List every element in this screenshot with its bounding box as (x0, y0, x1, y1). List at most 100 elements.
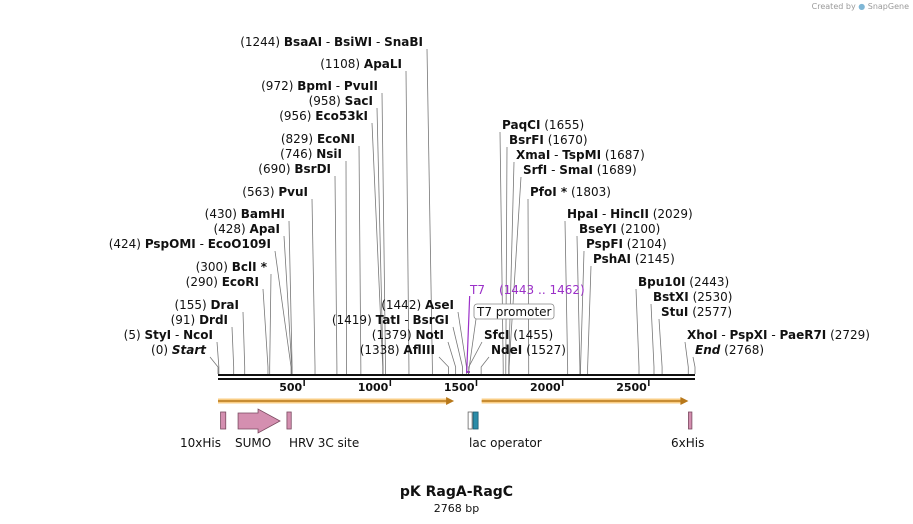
ruler-tick-label: 1500 (444, 381, 475, 394)
site-label-eco53ki[interactable]: (956) Eco53kI (279, 109, 368, 123)
site-label-paqci[interactable]: PaqCI (1655) (502, 118, 584, 132)
site-label-hpai[interactable]: HpaI - HincII (2029) (567, 207, 693, 221)
site-label-noti[interactable]: (1379) NotI (372, 328, 444, 342)
site-label-pfoi[interactable]: PfoI * (1803) (530, 185, 611, 199)
enzyme-name: End (695, 343, 721, 357)
site-label-bsrdi[interactable]: (690) BsrDI (258, 162, 331, 176)
enzyme-name: HpaI (567, 207, 598, 221)
site-coordinate: (2029) (649, 207, 693, 221)
enzyme-name: AseI (425, 298, 454, 312)
site-coordinate: (1689) (593, 163, 637, 177)
site-label-start[interactable]: (0) Start (151, 343, 207, 357)
site-label-bamhi[interactable]: (430) BamHI (205, 207, 285, 221)
t7-promoter-box[interactable] (473, 303, 555, 320)
credit-text: Created by (811, 2, 856, 11)
site-coordinate: (1687) (601, 148, 645, 162)
site-label-ecori[interactable]: (290) EcoRI (186, 275, 259, 289)
enzyme-name: EcoNI (317, 132, 355, 146)
site-connector (508, 176, 522, 374)
site-connector (480, 356, 490, 374)
site-connector (381, 92, 386, 374)
site-label-bcli[interactable]: (300) BclI * (196, 260, 268, 274)
6xhis-feature[interactable] (688, 411, 693, 430)
ruler-tick-label: 500 (279, 381, 302, 394)
enzyme-name: NcoI (183, 328, 213, 342)
site-connector (447, 341, 457, 374)
site-label-bseyi[interactable]: BseYI (2100) (579, 222, 660, 236)
site-coordinate: (0) (151, 343, 172, 357)
lac-operator-feature[interactable] (472, 411, 479, 430)
enzyme-name: NdeI (491, 343, 522, 357)
site-coordinate: (1670) (544, 133, 588, 147)
site-coordinate: (958) (309, 94, 345, 108)
site-label-bstxi[interactable]: BstXI (2530) (653, 290, 732, 304)
site-label-nsii[interactable]: (746) NsiI (280, 147, 342, 161)
site-label-pvui[interactable]: (563) PvuI (242, 185, 308, 199)
name-separator: - (550, 148, 562, 162)
site-coordinate: (690) (258, 162, 294, 176)
site-label-pshai[interactable]: PshAI (2145) (593, 252, 675, 266)
site-coordinate: (91) (171, 313, 199, 327)
site-coordinate: (290) (186, 275, 222, 289)
name-separator: - (768, 328, 780, 342)
lac-operator-bracket (467, 411, 473, 430)
t7-primer-label[interactable]: T7 (1443 .. 1462) (469, 283, 585, 297)
site-connector (635, 288, 640, 374)
site-connector (288, 220, 293, 374)
enzyme-name: PvuI (278, 185, 308, 199)
ruler: 500 1000 1500 2000 2500 (279, 380, 650, 394)
site-label-bpu10i[interactable]: Bpu10I (2443) (638, 275, 729, 289)
site-label-xmai[interactable]: XmaI - TspMI (1687) (516, 148, 645, 162)
site-label-sfci[interactable]: SfcI (1455) (484, 328, 553, 342)
site-connector (209, 356, 219, 374)
linear-plasmid-map[interactable]: (0) Start(5) StyI - NcoI(91) DrdI(155) D… (0, 0, 913, 480)
site-lines (209, 48, 696, 374)
site-label-saci[interactable]: (958) SacI (309, 94, 373, 108)
site-label-asei[interactable]: (1442) AseI (381, 298, 454, 312)
site-connector (242, 311, 246, 374)
site-label-bsaai[interactable]: (1244) BsaAI - BsiWI - SnaBI (240, 35, 423, 49)
site-label-end[interactable]: End (2768) (695, 343, 764, 357)
site-label-econi[interactable]: (829) EcoNI (281, 132, 355, 146)
sumo-feature-arrow[interactable] (237, 408, 281, 434)
site-label-stui[interactable]: StuI (2577) (661, 305, 732, 319)
site-label-srfi[interactable]: SrfI - SmaI (1689) (523, 163, 637, 177)
10xhis-feature[interactable] (220, 411, 227, 430)
site-label-tati[interactable]: (1419) TatI - BsrGI (332, 313, 449, 327)
site-coordinate: (1442) (381, 298, 425, 312)
enzyme-name: TatI (376, 313, 401, 327)
site-label-afliii[interactable]: (1338) AflIII (360, 343, 435, 357)
site-label-styi[interactable]: (5) StyI - NcoI (124, 328, 213, 342)
enzyme-name: BclI * (232, 260, 268, 274)
site-label-drai[interactable]: (155) DraI (174, 298, 239, 312)
site-label-apai[interactable]: (428) ApaI (213, 222, 280, 236)
site-coordinate: (1244) (240, 35, 284, 49)
enzyme-name: EcoRI (222, 275, 259, 289)
t7-promoter-label: T7 promoter (476, 305, 552, 319)
site-coordinate: (2104) (623, 237, 667, 251)
hrv-3c-site-feature[interactable] (286, 411, 292, 430)
site-coordinate: (1803) (567, 185, 611, 199)
site-label-xhoi[interactable]: XhoI - PspXI - PaeR7I (2729) (687, 328, 870, 342)
site-coordinate: (1108) (320, 57, 364, 71)
enzyme-name: AflIII (403, 343, 435, 357)
site-label-drdi[interactable]: (91) DrdI (171, 313, 228, 327)
site-connector (426, 48, 433, 374)
site-label-ndei[interactable]: NdeI (1527) (491, 343, 566, 357)
t7-primer-range: (1443 .. 1462) (499, 283, 585, 297)
site-connector (405, 70, 410, 374)
site-label-apali[interactable]: (1108) ApaLI (320, 57, 402, 71)
enzyme-name: DraI (211, 298, 239, 312)
enzyme-name: XhoI (687, 328, 718, 342)
site-label-pspfi[interactable]: PspFI (2104) (586, 237, 667, 251)
name-separator: - (547, 163, 559, 177)
site-connector (345, 160, 347, 374)
enzyme-name: TspMI (562, 148, 601, 162)
site-connector (576, 235, 581, 374)
site-label-bsrfi[interactable]: BsrFI (1670) (509, 133, 588, 147)
site-label-bpmi[interactable]: (972) BpmI - PvuII (261, 79, 378, 93)
snapgene-credit: Created by ● SnapGene (812, 2, 909, 11)
site-label-pspomi[interactable]: (424) PspOMI - EcoO109I (109, 237, 271, 251)
feature-label-lac-operator: lac operator (469, 436, 542, 450)
enzyme-name: NsiI (316, 147, 342, 161)
